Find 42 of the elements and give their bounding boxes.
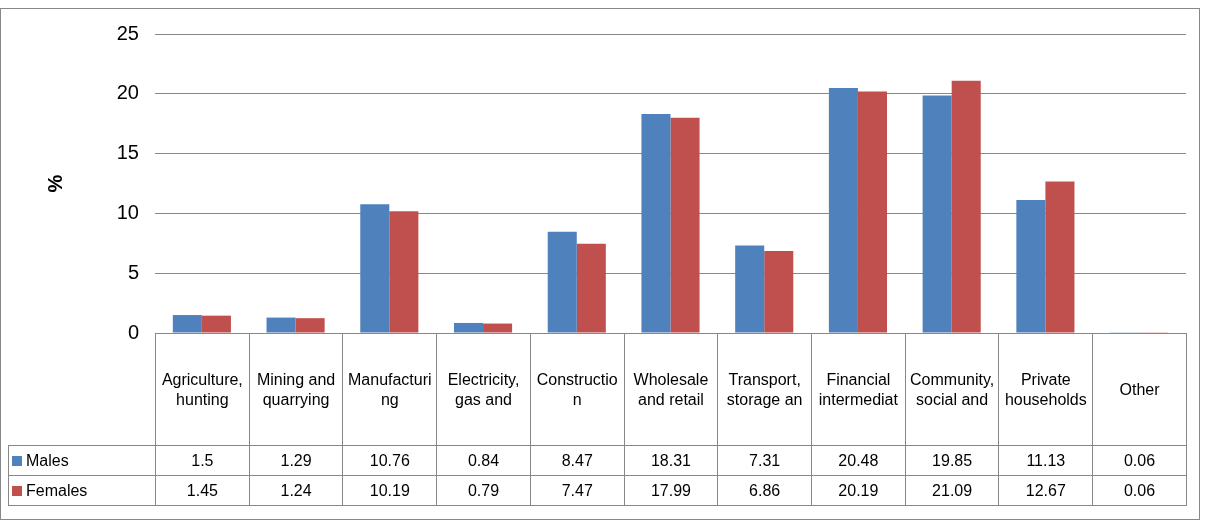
x-tick-label: Private households	[998, 333, 1093, 446]
legend-label: Females	[8, 475, 156, 506]
x-tick-label: Community, social and	[905, 333, 999, 446]
data-label: 20.48	[811, 445, 906, 476]
data-label: 11.13	[998, 445, 1093, 476]
data-label: 1.24	[249, 475, 343, 506]
data-label: 0.06	[1092, 475, 1187, 506]
data-label: 19.85	[905, 445, 999, 476]
data-label: 17.99	[624, 475, 718, 506]
x-tick-label: Mining and quarrying	[249, 333, 343, 446]
x-tick-label: Transport, storage an	[717, 333, 812, 446]
data-label: 10.19	[342, 475, 437, 506]
x-tick-label: Agriculture, hunting	[155, 333, 250, 446]
x-tick-label: Construction	[530, 333, 625, 446]
data-label: 0.06	[1092, 445, 1187, 476]
y-tick-label: 5	[127, 260, 139, 283]
data-label: 18.31	[624, 445, 718, 476]
data-label: 7.31	[717, 445, 812, 476]
data-label: 6.86	[717, 475, 812, 506]
data-label: 7.47	[530, 475, 625, 506]
data-label: 21.09	[905, 475, 999, 506]
data-label: 1.45	[155, 475, 250, 506]
data-label: 8.47	[530, 445, 625, 476]
y-axis-title: %	[43, 174, 66, 193]
y-tick-label: 10	[116, 200, 139, 223]
data-label: 1.5	[155, 445, 250, 476]
x-tick-label: Financial intermediat	[811, 333, 906, 446]
y-tick-label: 20	[116, 81, 139, 104]
data-label: 20.19	[811, 475, 906, 506]
legend-label: Males	[8, 445, 156, 476]
data-label: 0.84	[436, 445, 531, 476]
y-tick-label: 0	[127, 320, 139, 343]
data-label: 12.67	[998, 475, 1093, 506]
x-tick-label: Electricity, gas and	[436, 333, 531, 446]
x-tick-label: Manufacturing	[342, 333, 437, 446]
x-tick-label: Wholesale and retail	[624, 333, 718, 446]
data-label: 0.79	[436, 475, 531, 506]
data-label: 10.76	[342, 445, 437, 476]
y-tick-label: 25	[116, 21, 139, 44]
y-tick-label: 15	[116, 141, 139, 164]
x-tick-label: Other	[1092, 333, 1187, 446]
data-label: 1.29	[249, 445, 343, 476]
